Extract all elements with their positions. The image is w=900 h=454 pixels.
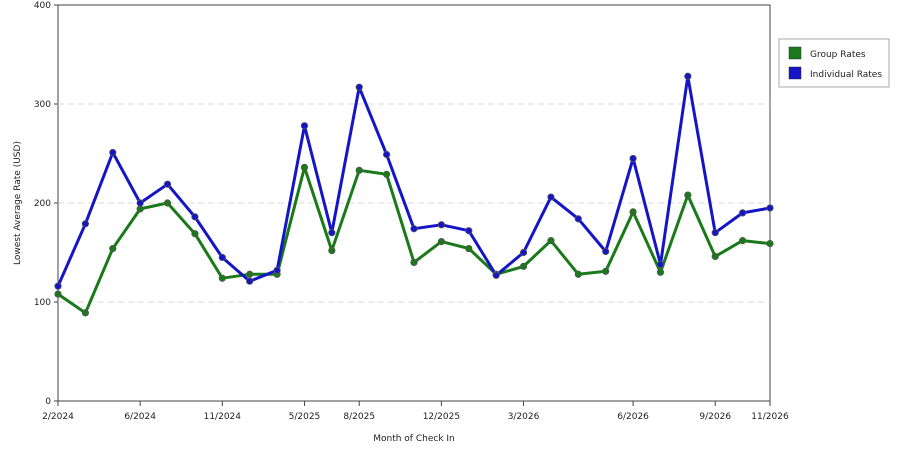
data-point-group-rates <box>191 230 199 238</box>
data-point-group-rates <box>246 270 254 278</box>
data-point-individual-rates <box>519 248 528 257</box>
data-point-group-rates <box>81 309 89 317</box>
data-point-group-rates <box>547 237 555 245</box>
data-point-individual-rates <box>629 154 637 163</box>
y-tick-label: 400 <box>34 1 51 11</box>
data-point-individual-rates <box>273 266 281 274</box>
data-point-group-rates <box>465 244 473 253</box>
data-point-group-rates <box>54 290 62 298</box>
legend-label-individual-rates: Individual Rates <box>810 70 882 80</box>
data-point-individual-rates <box>383 150 391 159</box>
x-tick-label: 12/2025 <box>423 412 460 422</box>
x-axis-title: Month of Check In <box>373 434 455 444</box>
legend-swatch-group-rates <box>788 46 802 60</box>
data-point-group-rates <box>602 267 610 275</box>
data-point-individual-rates <box>465 227 473 235</box>
y-axis-title: Lowest Average Rate (USD) <box>13 141 23 265</box>
series-lines <box>54 72 774 317</box>
data-point-individual-rates <box>739 209 747 217</box>
data-point-individual-rates <box>54 282 62 290</box>
data-point-group-rates <box>574 270 582 278</box>
data-point-group-rates <box>684 191 692 199</box>
data-point-group-rates <box>383 170 391 178</box>
data-point-individual-rates <box>437 221 445 229</box>
data-point-individual-rates <box>602 247 610 256</box>
x-tick-label: 3/2026 <box>508 412 540 422</box>
y-tick-label: 0 <box>45 397 51 407</box>
data-point-individual-rates <box>163 180 172 188</box>
x-tick-label: 8/2025 <box>343 412 375 422</box>
y-axis-ticks: 0 100 200 300 400 <box>34 1 58 407</box>
data-point-individual-rates <box>191 213 199 221</box>
data-point-group-rates <box>519 262 528 270</box>
data-point-individual-rates <box>109 148 117 157</box>
data-point-group-rates <box>328 246 336 255</box>
data-point-group-rates <box>410 258 418 266</box>
legend-label-group-rates: Group Rates <box>810 50 866 60</box>
x-tick-label: 5/2025 <box>289 412 321 422</box>
data-point-individual-rates <box>218 253 226 262</box>
data-point-group-rates <box>355 166 363 174</box>
data-point-individual-rates <box>136 199 144 207</box>
y-tick-label: 300 <box>34 100 51 110</box>
data-point-individual-rates <box>246 277 254 285</box>
y-tick-label: 100 <box>34 298 51 308</box>
x-tick-label: 9/2026 <box>699 412 731 422</box>
data-point-individual-rates <box>711 229 719 237</box>
x-axis-ticks: 2/2024 6/2024 11/2024 5/2025 8/2025 12/2025 3/… <box>42 401 789 422</box>
x-tick-label: 11/2024 <box>204 412 242 422</box>
data-point-group-rates <box>629 208 637 216</box>
data-point-group-rates <box>300 163 309 171</box>
data-point-individual-rates <box>355 83 363 91</box>
data-point-group-rates <box>136 205 144 213</box>
data-point-group-rates <box>109 244 117 253</box>
data-point-group-rates <box>766 239 774 248</box>
data-point-group-rates <box>218 274 226 282</box>
x-tick-label: 11/2026 <box>751 412 789 422</box>
data-point-individual-rates <box>766 204 774 212</box>
data-point-individual-rates <box>684 72 692 80</box>
data-point-group-rates <box>711 252 719 261</box>
x-tick-label: 6/2024 <box>124 412 156 422</box>
legend-swatch-individual-rates <box>788 66 802 80</box>
data-point-group-rates <box>656 268 665 276</box>
data-point-group-rates <box>739 237 747 245</box>
data-point-group-rates <box>163 199 172 207</box>
data-point-individual-rates <box>410 225 418 233</box>
x-tick-label: 2/2024 <box>42 412 74 422</box>
x-tick-label: 6/2026 <box>617 412 649 422</box>
data-point-individual-rates <box>656 260 665 268</box>
data-point-individual-rates <box>574 215 582 223</box>
data-point-individual-rates <box>328 229 336 237</box>
legend: Group Rates Individual Rates <box>778 38 890 88</box>
data-point-individual-rates <box>547 193 555 201</box>
data-point-group-rates <box>437 238 445 246</box>
data-point-individual-rates <box>492 271 500 279</box>
data-point-individual-rates <box>300 122 309 130</box>
grid-lines <box>58 103 770 303</box>
data-point-individual-rates <box>81 220 89 228</box>
y-tick-label: 200 <box>34 199 51 209</box>
